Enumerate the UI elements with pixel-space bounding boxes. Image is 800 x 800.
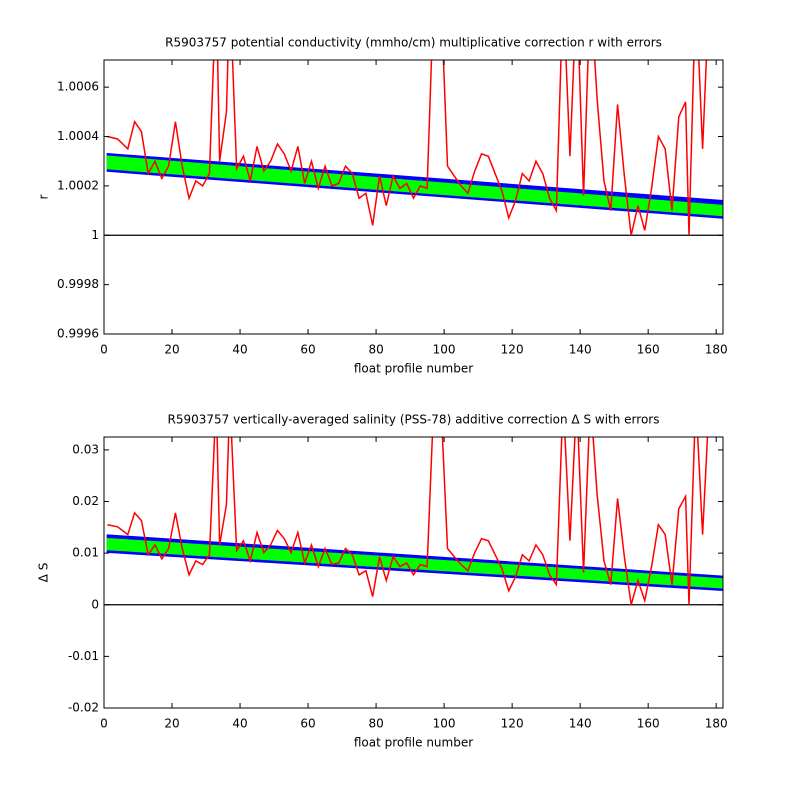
x-tick-label: 180 xyxy=(705,343,728,357)
x-tick-label: 20 xyxy=(164,717,179,731)
axes-frame xyxy=(103,436,724,709)
x-tick-label: 140 xyxy=(569,717,592,731)
x-tick-label: 80 xyxy=(368,343,383,357)
plot xyxy=(104,437,723,606)
y-tick-label: 1.0004 xyxy=(57,129,99,143)
x-tick-label: 0 xyxy=(100,717,108,731)
y-tick-label: 0.9996 xyxy=(57,327,99,341)
x-axis-label: float profile number xyxy=(354,362,473,376)
x-axis-label: float profile number xyxy=(354,736,473,750)
axes: 0 20 40 60 80 100 120 140 160 180 0.9996 0.9998 1 1.0… xyxy=(37,36,728,376)
y-tick-label: 0.9998 xyxy=(57,277,99,291)
data-line xyxy=(107,437,709,605)
chart-title: R5903757 vertically-averaged salinity (P… xyxy=(168,413,660,427)
axes: 0 20 40 60 80 100 120 140 160 180 -0.02 -0.01 0 0.01 0… xyxy=(37,413,728,750)
x-tick-label: 120 xyxy=(501,343,524,357)
x-tick-label: 20 xyxy=(164,343,179,357)
y-axis-label: Δ S xyxy=(37,563,51,583)
plot xyxy=(104,60,723,236)
x-tick-label: 160 xyxy=(637,343,660,357)
x-tick-label: 100 xyxy=(433,717,456,731)
y-axis-label: r xyxy=(37,194,51,199)
y-tick-label: 0.01 xyxy=(72,546,99,560)
x-tick-label: 40 xyxy=(232,343,247,357)
data-line xyxy=(107,60,708,236)
x-tick-label: 0 xyxy=(100,343,108,357)
x-tick-label: 60 xyxy=(300,717,315,731)
y-tick-label: 0 xyxy=(91,597,99,611)
x-tick-label: 80 xyxy=(368,717,383,731)
x-tick-label: 100 xyxy=(433,343,456,357)
x-tick-label: 180 xyxy=(705,717,728,731)
x-tick-label: 120 xyxy=(501,717,524,731)
error-band xyxy=(106,537,723,589)
y-tick-label: -0.02 xyxy=(68,701,99,715)
x-tick-label: 40 xyxy=(232,717,247,731)
x-tick-label: 140 xyxy=(569,343,592,357)
y-tick-label: 0.03 xyxy=(72,442,99,456)
x-tick-label: 60 xyxy=(300,343,315,357)
y-tick-label: 1 xyxy=(91,228,99,242)
axes-frame xyxy=(103,59,724,335)
y-tick-label: 0.02 xyxy=(72,494,99,508)
y-tick-label: -0.01 xyxy=(68,649,99,663)
y-tick-label: 1.0002 xyxy=(57,178,99,192)
chart-title: R5903757 potential conductivity (mmho/cm… xyxy=(165,36,662,50)
y-tick-label: 1.0006 xyxy=(57,80,99,94)
x-tick-label: 160 xyxy=(637,717,660,731)
